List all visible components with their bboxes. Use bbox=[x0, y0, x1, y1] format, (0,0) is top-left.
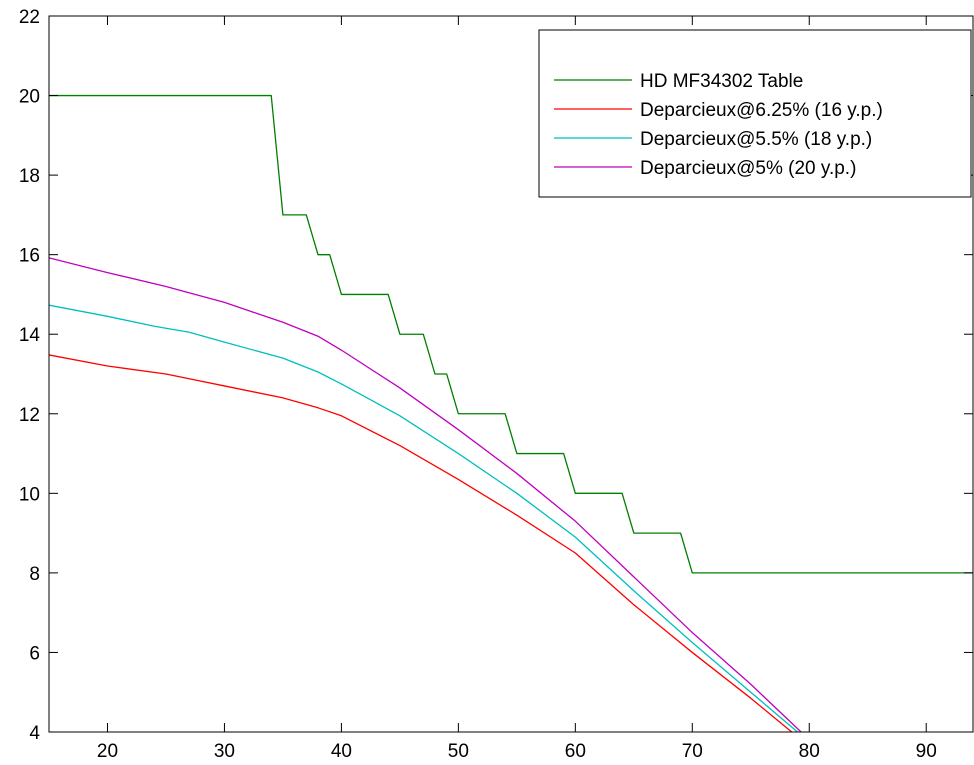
y-tick-label: 8 bbox=[29, 564, 40, 585]
series-layer bbox=[49, 94, 973, 732]
x-tick-label: 50 bbox=[448, 741, 469, 762]
series-line-1 bbox=[49, 94, 973, 574]
x-tick-label: 40 bbox=[331, 741, 352, 762]
x-tick-label: 70 bbox=[682, 741, 703, 762]
y-tick-label: 12 bbox=[19, 405, 40, 426]
x-tick-label: 20 bbox=[97, 741, 118, 762]
legend-box bbox=[538, 29, 972, 198]
y-tick-label: 16 bbox=[19, 246, 40, 267]
axes: 20 30 40 50 60 70 80 90 4 6 8 10 12 14 16 18 20 22 bbox=[19, 7, 973, 762]
series-line-3 bbox=[49, 304, 798, 732]
x-tick-label: 60 bbox=[565, 741, 586, 762]
y-tick-label: 18 bbox=[19, 166, 40, 187]
x-tick-label: 80 bbox=[799, 741, 820, 762]
series-line-2 bbox=[49, 354, 793, 732]
y-tick-label: 14 bbox=[19, 325, 41, 346]
y-tick-label: 6 bbox=[29, 643, 40, 664]
legend-label-1: HD MF34302 Table bbox=[640, 71, 803, 92]
y-tick-label: 20 bbox=[19, 87, 40, 108]
legend-label-2: Deparcieux@6.25% (16 y.p.) bbox=[640, 100, 883, 121]
x-tick-label: 90 bbox=[916, 741, 937, 762]
y-tick-label: 4 bbox=[29, 723, 40, 744]
legend-label-3: Deparcieux@5.5% (18 y.p.) bbox=[640, 129, 872, 150]
legend-label-4: Deparcieux@5% (20 y.p.) bbox=[640, 158, 856, 179]
y-tick-label: 10 bbox=[19, 484, 40, 505]
series-line-4 bbox=[49, 257, 802, 732]
legend: HD MF34302 Table Deparcieux@6.25% (16 y.p… bbox=[538, 29, 972, 198]
x-tick-label: 30 bbox=[214, 741, 235, 762]
plot-area-frame bbox=[48, 15, 974, 733]
y-tick-label: 22 bbox=[19, 7, 40, 28]
